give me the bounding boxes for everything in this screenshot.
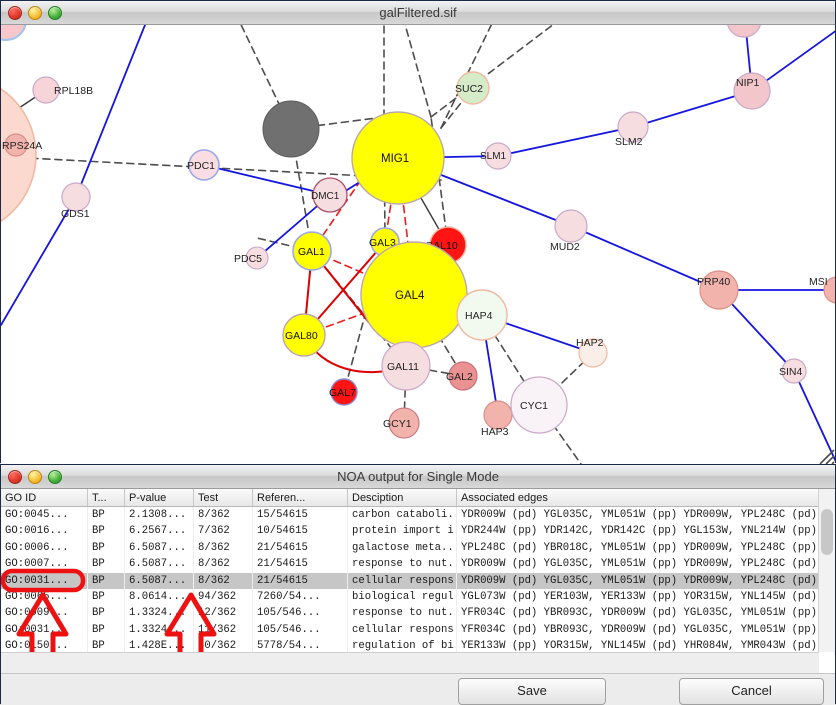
svg-text:HAP2: HAP2 — [576, 337, 604, 349]
svg-text:GAL2: GAL2 — [446, 371, 473, 383]
svg-text:MUD2: MUD2 — [550, 241, 580, 253]
svg-text:GAL4: GAL4 — [395, 290, 425, 302]
svg-text:PDC1: PDC1 — [187, 160, 215, 172]
svg-text:RPS24A: RPS24A — [2, 140, 42, 152]
svg-text:PRP40: PRP40 — [697, 276, 730, 288]
svg-text:MIG1: MIG1 — [381, 153, 409, 165]
svg-text:GAL11: GAL11 — [387, 361, 419, 373]
svg-text:GAL7: GAL7 — [329, 387, 356, 399]
svg-text:GAL1: GAL1 — [298, 246, 325, 258]
svg-text:SUC2: SUC2 — [455, 83, 483, 95]
svg-text:MSI: MSI — [809, 276, 828, 288]
svg-text:HAP3: HAP3 — [481, 426, 509, 438]
svg-text:GDS1: GDS1 — [61, 208, 90, 220]
svg-text:GCY1: GCY1 — [383, 418, 412, 430]
svg-text:SIN4: SIN4 — [779, 366, 803, 378]
svg-text:SLM1: SLM1 — [480, 151, 507, 162]
svg-text:GAL80: GAL80 — [285, 330, 318, 342]
svg-text:NIP1: NIP1 — [736, 77, 760, 89]
svg-text:RPL18B: RPL18B — [54, 85, 93, 97]
svg-text:CYC1: CYC1 — [520, 400, 548, 412]
svg-text:PDC5: PDC5 — [234, 253, 262, 265]
svg-text:SLM2: SLM2 — [615, 136, 643, 148]
svg-text:HAP4: HAP4 — [465, 310, 493, 322]
svg-text:DMC1: DMC1 — [311, 191, 340, 202]
